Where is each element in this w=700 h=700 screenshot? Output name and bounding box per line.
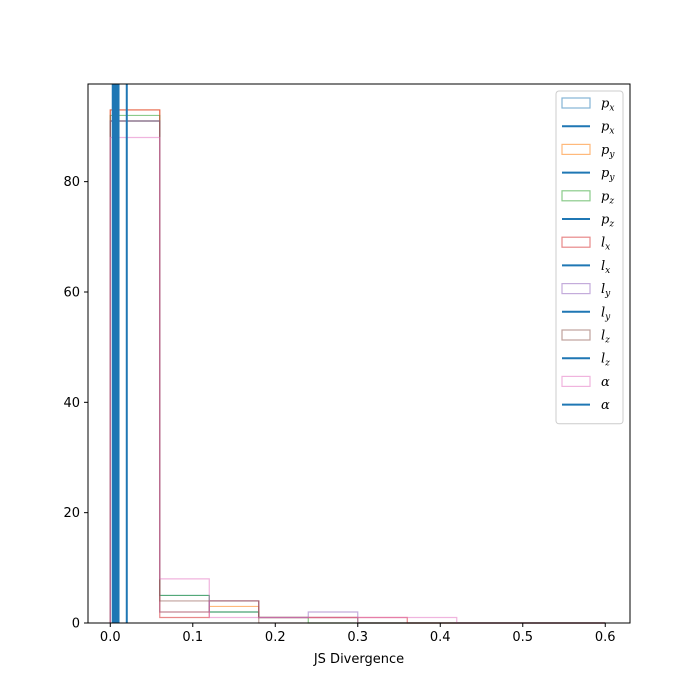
legend-label: lx: [601, 259, 610, 276]
legend-entry: lz: [562, 352, 610, 369]
x-tick-label: 0.6: [595, 630, 616, 645]
legend-entry: lz: [561, 329, 610, 346]
legend-patch: [561, 236, 591, 248]
y-tick-label: 60: [63, 285, 80, 300]
legend-label: px: [601, 120, 614, 137]
x-tick-label: 0.2: [265, 630, 286, 645]
legend-patch: [561, 190, 591, 202]
x-tick-label: 0.5: [512, 630, 533, 645]
legend-patch: [561, 283, 591, 295]
legend-entry: lx: [561, 236, 610, 253]
legend-label: py: [601, 166, 615, 183]
legend-entry: α: [562, 398, 610, 413]
legend-entry: pz: [562, 213, 614, 230]
legend-entry: pz: [561, 189, 614, 206]
legend-entry: α: [561, 375, 610, 390]
y-tick-label: 20: [63, 506, 80, 521]
y-tick-label: 40: [63, 396, 80, 411]
legend-entry: lx: [562, 259, 610, 276]
legend-label: ly: [601, 305, 611, 322]
legend: px px py py pz pz lx lx ly ly lz lz αα: [555, 90, 624, 425]
legend-label: α: [601, 398, 610, 413]
legend-entry: py: [562, 166, 615, 183]
legend-patch: [561, 143, 591, 155]
y-tick-label: 80: [63, 175, 80, 190]
legend-label: lz: [601, 329, 610, 346]
legend-entry: ly: [562, 305, 611, 322]
legend-entry: ly: [561, 282, 611, 299]
y-axis-ticks: 0 20 40 60 80: [63, 175, 88, 632]
legend-label: α: [601, 375, 610, 390]
legend-label: lx: [601, 236, 610, 253]
legend-box: [555, 90, 624, 425]
x-axis-label: JS Divergence: [313, 652, 404, 667]
legend-patch: [561, 97, 591, 109]
legend-label: py: [601, 143, 615, 160]
legend-label: lz: [601, 352, 610, 369]
mean-lines: [111, 84, 128, 623]
x-tick-label: 0.0: [100, 630, 121, 645]
legend-entry: py: [561, 143, 615, 160]
x-tick-label: 0.3: [347, 630, 368, 645]
legend-label: pz: [601, 189, 614, 206]
legend-entry: px: [562, 120, 614, 137]
y-tick-label: 0: [72, 617, 80, 632]
legend-entry: px: [561, 97, 614, 114]
x-tick-label: 0.4: [430, 630, 451, 645]
legend-label: pz: [601, 213, 614, 230]
legend-patch: [561, 329, 591, 341]
legend-label: ly: [601, 282, 611, 299]
legend-patch: [561, 375, 591, 387]
x-axis-ticks: 0.0 0.1 0.2 0.3 0.4 0.5 0.6: [100, 623, 616, 645]
x-tick-label: 0.1: [182, 630, 203, 645]
legend-label: px: [601, 97, 614, 114]
axes-frame: [87, 83, 631, 624]
